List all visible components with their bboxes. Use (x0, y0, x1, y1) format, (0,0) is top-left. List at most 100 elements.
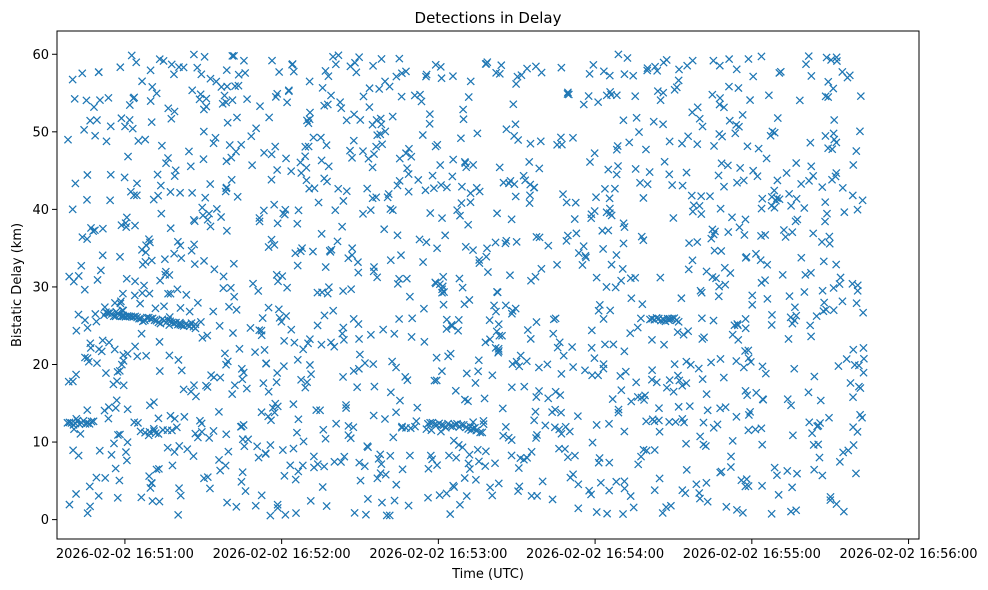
data-point (448, 172, 457, 181)
data-point (502, 125, 511, 134)
data-point (629, 71, 638, 80)
data-point (376, 450, 385, 459)
data-point (778, 270, 787, 279)
data-point (286, 461, 295, 470)
data-point (795, 96, 804, 105)
data-point (350, 110, 359, 119)
data-point (792, 158, 801, 168)
data-point (531, 62, 540, 71)
data-point (450, 482, 459, 492)
data-point (792, 469, 802, 478)
data-point (859, 368, 868, 377)
data-point (613, 161, 623, 171)
data-point (849, 345, 858, 354)
data-point (491, 238, 500, 247)
data-point (604, 165, 613, 174)
data-point (92, 116, 101, 125)
data-point (827, 175, 837, 184)
data-point (92, 359, 102, 368)
data-point (620, 70, 629, 79)
data-point (612, 477, 621, 486)
data-point (600, 340, 610, 349)
data-point (774, 490, 783, 499)
data-point (491, 343, 500, 352)
data-point (687, 191, 696, 200)
data-point (392, 363, 401, 372)
data-point (326, 91, 336, 100)
data-point (726, 268, 735, 278)
data-point (810, 465, 819, 474)
data-point (203, 473, 212, 482)
data-point (709, 423, 718, 432)
data-point (309, 463, 319, 472)
data-point (401, 372, 410, 381)
data-point (206, 74, 215, 83)
data-point (723, 161, 732, 170)
data-point (712, 274, 721, 283)
data-point (715, 61, 724, 70)
data-point (420, 337, 429, 346)
data-point (223, 82, 232, 91)
data-point (395, 176, 404, 185)
data-point (162, 159, 171, 168)
data-point (177, 366, 186, 375)
data-point (291, 475, 300, 484)
data-point (369, 150, 379, 159)
data-point (715, 100, 724, 109)
data-point (392, 480, 401, 489)
data-point (492, 327, 501, 336)
data-point (448, 72, 457, 81)
data-point (495, 163, 504, 172)
data-point (762, 154, 771, 163)
data-point (193, 63, 202, 72)
data-point (634, 128, 644, 137)
data-point (734, 83, 743, 93)
data-point (80, 316, 90, 325)
data-point (474, 457, 483, 466)
data-point (695, 201, 704, 210)
data-point (550, 423, 559, 432)
data-point (260, 148, 269, 157)
data-point (339, 335, 348, 344)
data-point (425, 110, 434, 119)
data-point (573, 412, 582, 421)
data-point (480, 394, 489, 403)
data-point (243, 95, 252, 104)
data-point (451, 386, 460, 395)
data-point (232, 113, 242, 122)
y-tick-label: 20 (32, 358, 49, 373)
data-point (116, 297, 125, 306)
data-point (726, 452, 736, 461)
data-point (829, 306, 838, 315)
data-point (271, 142, 280, 151)
data-point (714, 292, 723, 301)
data-point (165, 351, 174, 360)
data-point (355, 53, 364, 62)
data-point (568, 133, 578, 142)
data-point (436, 161, 445, 170)
data-point (147, 256, 156, 265)
data-point (109, 380, 118, 389)
data-point (767, 310, 777, 319)
data-point (607, 211, 616, 220)
data-point (281, 510, 290, 519)
data-point (217, 212, 226, 222)
data-point (405, 292, 414, 301)
data-point (732, 65, 741, 74)
data-point (488, 491, 497, 500)
data-point (223, 118, 232, 127)
data-point (110, 345, 119, 354)
data-point (203, 331, 212, 340)
data-point (679, 418, 689, 427)
data-point (83, 170, 92, 180)
data-point (544, 241, 553, 250)
data-point (157, 141, 166, 150)
data-point (74, 451, 83, 460)
data-point (821, 217, 830, 226)
data-point (859, 308, 868, 317)
data-point (372, 142, 381, 151)
data-point (534, 387, 544, 396)
data-point (246, 323, 255, 332)
data-point (241, 68, 250, 78)
data-point (190, 217, 199, 226)
